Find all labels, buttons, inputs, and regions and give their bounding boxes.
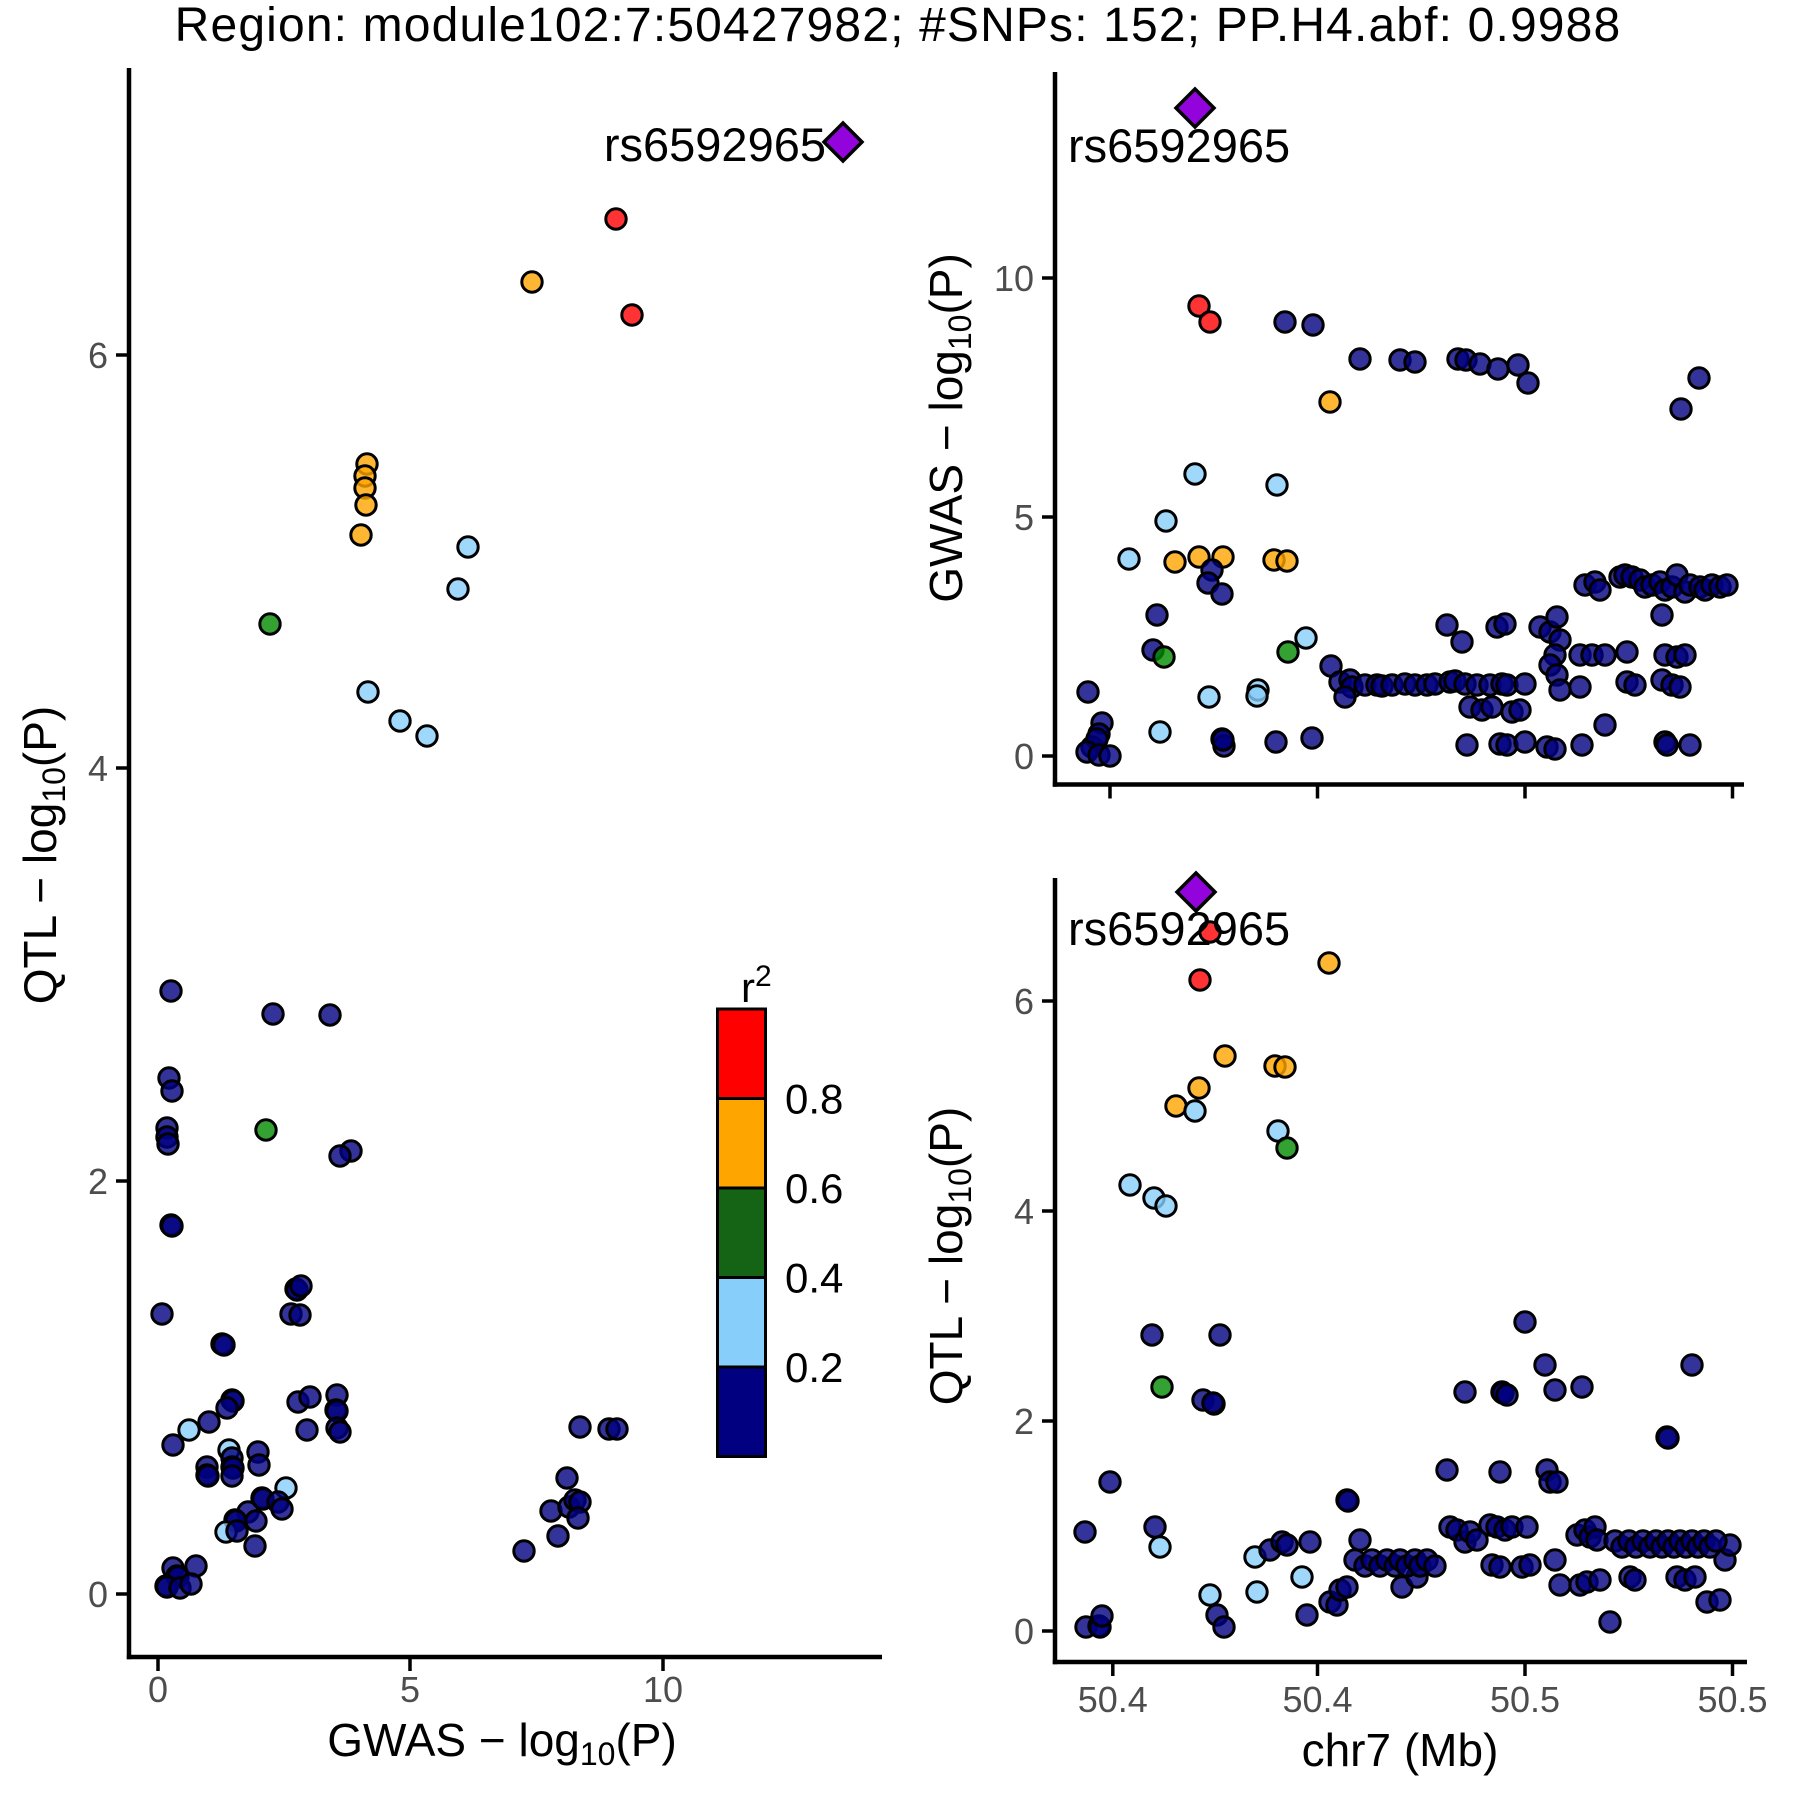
svg-text:10: 10: [643, 1669, 683, 1710]
svg-text:6: 6: [1014, 981, 1034, 1022]
svg-text:50.4: 50.4: [1078, 1679, 1148, 1720]
svg-text:5: 5: [1014, 497, 1034, 538]
svg-text:6: 6: [88, 335, 108, 376]
svg-text:rs6592965: rs6592965: [1068, 119, 1290, 172]
svg-text:GWAS − log10(P): GWAS − log10(P): [327, 1714, 677, 1772]
svg-text:GWAS − log10(P): GWAS − log10(P): [920, 253, 978, 603]
svg-text:2: 2: [1014, 1401, 1034, 1442]
svg-text:50.5: 50.5: [1490, 1679, 1560, 1720]
svg-text:0.6: 0.6: [785, 1165, 843, 1212]
svg-text:4: 4: [88, 748, 108, 789]
svg-text:0.2: 0.2: [785, 1344, 843, 1391]
svg-text:chr7 (Mb): chr7 (Mb): [1302, 1724, 1499, 1776]
svg-text:rs6592965: rs6592965: [1068, 902, 1290, 955]
svg-text:4: 4: [1014, 1191, 1034, 1232]
svg-text:50.4: 50.4: [1282, 1679, 1352, 1720]
svg-text:0.4: 0.4: [785, 1255, 843, 1302]
svg-text:5: 5: [400, 1669, 420, 1710]
svg-text:10: 10: [994, 258, 1034, 299]
svg-text:QTL − log10(P): QTL − log10(P): [920, 1107, 978, 1406]
svg-text:Region: module102:7:50427982;: Region: module102:7:50427982; #SNPs: 152…: [175, 0, 1622, 52]
svg-text:0: 0: [88, 1574, 108, 1615]
svg-text:2: 2: [88, 1161, 108, 1202]
svg-text:0.8: 0.8: [785, 1076, 843, 1123]
svg-text:0: 0: [1014, 1611, 1034, 1652]
svg-text:0: 0: [1014, 736, 1034, 777]
svg-text:50.5: 50.5: [1697, 1679, 1767, 1720]
svg-text:QTL − log10(P): QTL − log10(P): [14, 706, 72, 1005]
svg-text:0: 0: [148, 1669, 168, 1710]
svg-text:rs6592965: rs6592965: [604, 118, 826, 171]
